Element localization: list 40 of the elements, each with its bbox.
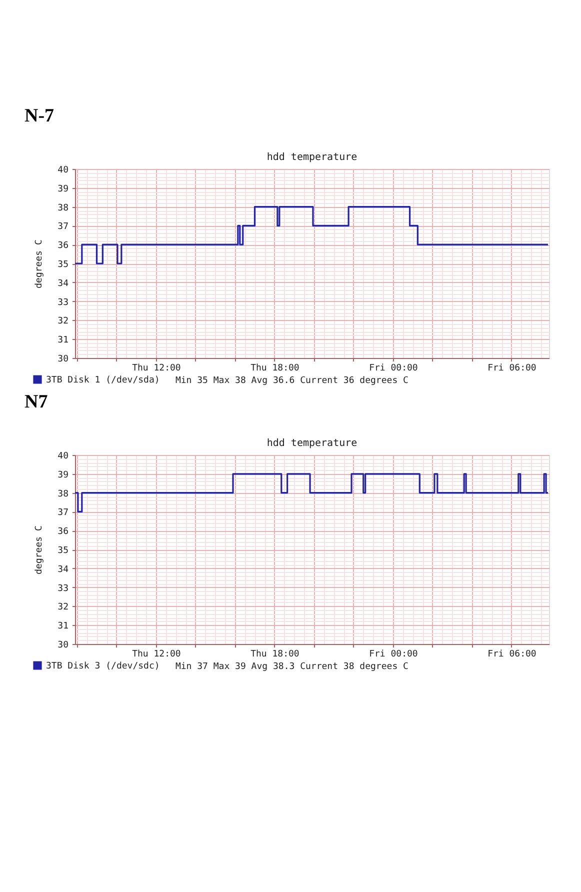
y-tick-label: 30: [58, 354, 68, 364]
y-tick-label: 32: [58, 316, 68, 327]
y-tick-label: 34: [58, 564, 68, 575]
y-tick-label: 31: [58, 336, 68, 346]
chart-title: N-7: [24, 106, 55, 126]
x-tick-label: Thu 18:00: [250, 650, 300, 660]
chart-subtitle: hdd temperature: [266, 152, 358, 163]
y-tick-label: 33: [58, 584, 68, 594]
chart-title: N7: [24, 392, 48, 412]
y-tick-label: 37: [58, 508, 68, 518]
text: Min 37 Max 39 Avg 38.3 Current 38 degrees C: [175, 662, 408, 672]
x-tick-label: Thu 18:00: [250, 364, 300, 374]
y-tick-label: 38: [58, 489, 68, 500]
y-tick-label: 35: [58, 546, 68, 556]
chart-subtitle: hdd temperature: [266, 438, 358, 449]
y-tick-label: 39: [58, 184, 68, 194]
y-tick-label: 37: [58, 222, 68, 232]
x-tick-label: Fri 00:00: [369, 364, 418, 374]
x-tick-label: Fri 06:00: [488, 364, 536, 374]
y-tick-label: 30: [58, 640, 68, 650]
y-axis-title: degrees C: [34, 240, 45, 288]
legend-label: 3TB Disk 1 (/dev/sda): [46, 376, 160, 386]
y-tick-label: 31: [58, 622, 68, 632]
y-tick-label: 34: [58, 278, 68, 289]
y-tick-label: 40: [58, 166, 68, 176]
y-tick-label: 35: [58, 260, 68, 270]
text: Min 35 Max 38 Avg 36.6 Current 36 degrees C: [175, 376, 408, 386]
y-tick-label: 38: [58, 203, 68, 214]
y-tick-label: 40: [58, 452, 68, 462]
x-tick-label: Fri 00:00: [369, 650, 418, 660]
y-axis-title: degrees C: [34, 526, 45, 574]
x-tick-label: Thu 12:00: [132, 650, 181, 660]
y-tick-label: 36: [58, 527, 68, 538]
y-tick-label: 32: [58, 602, 68, 613]
legend-label: 3TB Disk 3 (/dev/sdc): [46, 662, 160, 672]
y-tick-label: 36: [58, 241, 68, 252]
x-tick-label: Thu 12:00: [132, 364, 181, 374]
y-tick-label: 39: [58, 470, 68, 480]
x-tick-label: Fri 06:00: [488, 650, 536, 660]
y-tick-label: 33: [58, 298, 68, 308]
